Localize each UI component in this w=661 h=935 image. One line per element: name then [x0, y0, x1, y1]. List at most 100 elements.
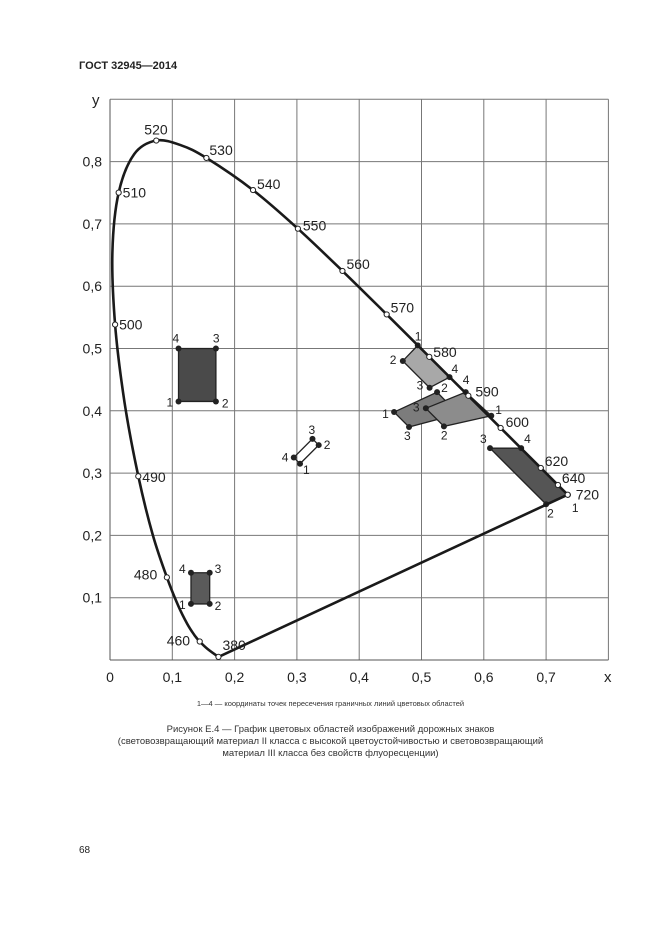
region-point [315, 442, 322, 449]
x-tick-label: 0,3 [287, 669, 307, 685]
wavelength-marker [554, 481, 562, 489]
color-regions: 1234123412341234124334121234 [167, 329, 579, 613]
region-point [309, 435, 316, 442]
region-point [175, 345, 182, 352]
region-point-label: 3 [213, 332, 220, 346]
region-point [175, 398, 182, 405]
caption-line: материал III класса без свойств флуоресц… [222, 748, 439, 759]
wavelength-label: 580 [433, 344, 457, 360]
region-green: 1 2 3 4 [167, 332, 229, 411]
wavelength-label: 550 [303, 218, 327, 234]
wavelength-marker [426, 353, 433, 360]
region-point-label: 4 [524, 432, 531, 446]
wavelength-label: 640 [562, 470, 586, 486]
region-point-label: 4 [179, 562, 186, 576]
caption-line: (световозвращающий материал II класса с … [117, 736, 544, 747]
spectral-locus-curve [110, 138, 569, 659]
region-point [290, 454, 297, 461]
wavelength-label: 600 [506, 414, 530, 430]
wavelength-label: 590 [475, 384, 499, 400]
wavelength-marker [196, 638, 203, 645]
region-polygon [190, 572, 211, 605]
region-point [212, 398, 219, 405]
region-white: 123 4 [282, 423, 331, 477]
y-tick-label: 0,3 [83, 465, 103, 481]
region-point [406, 423, 413, 430]
x-tick-label: 0,4 [349, 669, 369, 685]
region-point-label: 1 [167, 395, 174, 409]
region-point [187, 569, 194, 576]
wavelength-label: 460 [167, 632, 191, 648]
wavelength-label: 380 [222, 637, 246, 653]
region-point-label: 1 [303, 463, 310, 477]
figure-caption: Рисунок Е.4 — График цветовых областей и… [60, 724, 601, 760]
region-point-label: 4 [463, 373, 470, 387]
y-tick-label: 0,2 [83, 527, 103, 543]
x-tick-label: 0,7 [536, 669, 556, 685]
y-axis-label: y [92, 92, 100, 109]
wavelength-label: 570 [391, 299, 415, 315]
region-point-label: 3 [404, 429, 411, 443]
region-point-label: 1 [572, 501, 579, 515]
wavelength-label: 720 [576, 487, 600, 503]
y-tick-label: 0,4 [83, 403, 103, 419]
wavelength-marker [383, 311, 390, 318]
x-tick-label: 0,5 [412, 669, 432, 685]
region-point-label: 2 [441, 381, 448, 395]
wavelength-label: 520 [144, 122, 168, 138]
region-point-label: 2 [390, 353, 397, 367]
region-point [399, 357, 406, 364]
region-point [297, 460, 304, 467]
wavelength-label: 620 [545, 453, 569, 469]
wavelength-marker [163, 574, 170, 581]
wavelength-label: 490 [142, 469, 166, 485]
region-polygon [177, 347, 217, 403]
x-tick-label: 0,2 [225, 669, 245, 685]
region-point-label: 2 [222, 396, 229, 410]
region-point-label: 2 [547, 506, 554, 520]
wavelength-label: 540 [257, 176, 281, 192]
region-yellow: 1 2 3 4 [390, 329, 459, 392]
wavelength-label: 560 [346, 256, 370, 272]
document-header: ГОСТ 32945—2014 [79, 60, 178, 72]
tick-labels: 0 0,1 0,2 0,3 0,4 0,5 0,6 0,7 0,1 0,2 0,3 0,4 0,5 0,6… [83, 154, 557, 685]
region-point-label: 3 [417, 379, 424, 393]
wavelength-label: 480 [134, 566, 158, 582]
x-tick-label: 0 [106, 669, 114, 685]
region-point-label: 1 [495, 403, 502, 417]
y-tick-label: 0,8 [83, 154, 103, 170]
x-tick-label: 0,6 [474, 669, 494, 685]
wavelength-marker [203, 154, 210, 162]
x-tick-label: 0,1 [163, 669, 183, 685]
y-tick-label: 0,6 [83, 278, 103, 294]
x-axis-label: x [604, 669, 612, 686]
region-point-label: 3 [308, 423, 315, 437]
wavelength-label: 530 [209, 142, 233, 158]
y-tick-label: 0,7 [83, 216, 103, 232]
region-point [212, 345, 219, 352]
region-blue: 1 2 3 4 [179, 562, 222, 613]
wavelength-marker [339, 267, 346, 275]
region-point [206, 600, 213, 607]
y-tick-label: 0,1 [83, 590, 103, 606]
region-point-label: 3 [215, 562, 222, 576]
region-point-label: 1 [415, 329, 422, 343]
caption-line: Рисунок Е.4 — График цветовых областей и… [166, 724, 495, 735]
region-point-label: 4 [452, 362, 459, 376]
region-point-label: 4 [282, 451, 289, 465]
region-point [422, 405, 429, 412]
wavelength-marker [564, 491, 571, 498]
wavelength-marker [465, 392, 472, 399]
region-point-label: 2 [441, 428, 448, 442]
wavelength-marker [294, 225, 301, 232]
region-point [434, 389, 441, 396]
wavelength-label: 500 [119, 317, 143, 333]
wavelength-label: 510 [123, 185, 147, 201]
wavelength-marker [153, 137, 160, 144]
region-point-label: 3 [480, 432, 487, 446]
wavelength-marker [537, 464, 544, 472]
wavelength-marker [215, 653, 222, 660]
region-point [206, 569, 213, 576]
y-tick-label: 0,5 [83, 341, 103, 357]
region-point [487, 445, 494, 452]
